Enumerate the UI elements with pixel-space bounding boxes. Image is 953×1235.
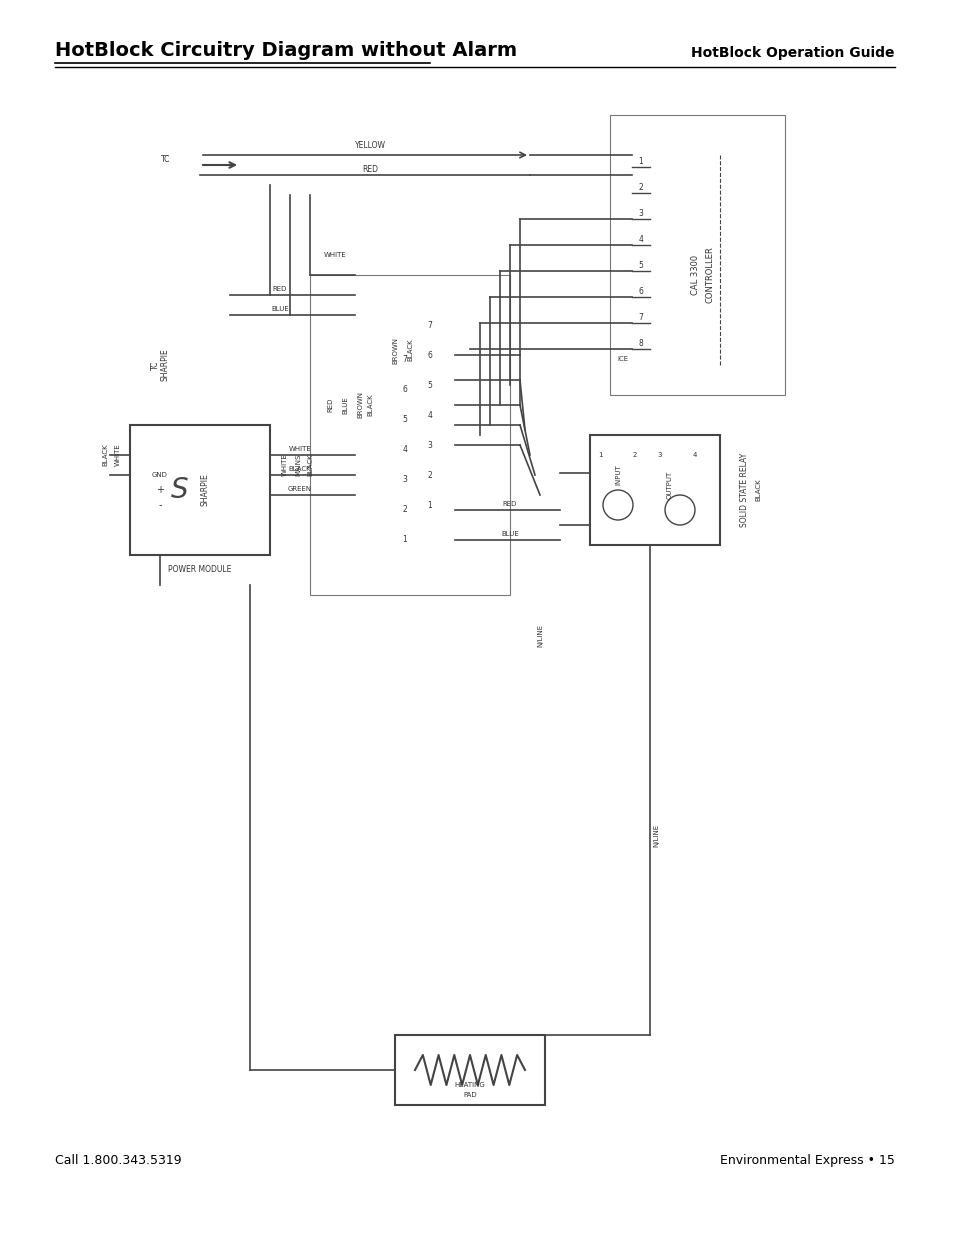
Text: TC: TC [151,361,159,369]
Text: 4: 4 [402,446,407,454]
Text: 1: 1 [638,158,642,167]
Text: RED: RED [327,398,333,412]
Text: 5: 5 [638,262,642,270]
Text: 5: 5 [427,380,432,389]
Text: BROWN: BROWN [356,391,363,419]
Text: 3: 3 [657,452,661,458]
Text: 1: 1 [598,452,601,458]
Text: 7: 7 [402,356,407,364]
Text: 3: 3 [402,475,407,484]
Text: N/LINE: N/LINE [652,824,659,846]
Text: 6: 6 [402,385,407,394]
Text: SOLID STATE RELAY: SOLID STATE RELAY [740,453,749,527]
Text: 2: 2 [632,452,637,458]
Text: 6: 6 [638,288,642,296]
Text: Call 1.800.343.5319: Call 1.800.343.5319 [55,1153,181,1167]
Text: YELLOW: YELLOW [355,141,385,149]
Text: BROWN: BROWN [392,336,397,363]
Text: BLACK: BLACK [289,466,311,472]
Text: -: - [158,500,162,510]
Text: 8: 8 [638,340,642,348]
Text: BLACK: BLACK [367,394,373,416]
Text: CONTROLLER: CONTROLLER [705,247,714,304]
Text: SHARPIE: SHARPIE [200,474,210,506]
Text: BLACK: BLACK [407,338,413,362]
Text: 4: 4 [638,236,642,245]
Text: TC: TC [160,156,170,164]
Text: BLACK: BLACK [102,443,108,467]
Text: INPUT: INPUT [615,464,620,485]
Bar [130,425,270,555]
Bar [631,156,761,366]
Text: POWER MODULE: POWER MODULE [168,566,232,574]
Text: OUTPUT: OUTPUT [666,471,672,499]
Text: SHARPIE: SHARPIE [160,348,170,382]
Text: BLUE: BLUE [500,531,518,537]
Text: N/LINE: N/LINE [537,624,542,647]
Text: WHITE: WHITE [115,443,121,467]
Text: WHITE: WHITE [289,446,311,452]
Text: PAD: PAD [463,1092,476,1098]
Text: MAINS: MAINS [294,453,301,477]
Text: Environmental Express • 15: Environmental Express • 15 [720,1153,894,1167]
Text: 5: 5 [402,415,407,425]
Text: HEATING: HEATING [455,1082,485,1088]
Text: 3: 3 [638,210,642,219]
Text: S: S [171,475,189,504]
Text: GND: GND [152,472,168,478]
Bar [609,115,784,395]
Text: GREEN: GREEN [288,487,312,492]
Text: BLUE: BLUE [341,396,348,414]
Text: 2: 2 [402,505,407,515]
Text: ICE: ICE [617,356,628,362]
Text: HotBlock Operation Guide: HotBlock Operation Guide [691,46,894,61]
Text: WHITE: WHITE [282,453,288,477]
Text: 7: 7 [638,314,642,322]
Text: 6: 6 [427,351,432,359]
Text: 7: 7 [427,321,432,330]
Text: RED: RED [502,501,517,508]
Bar [395,1035,544,1105]
Text: 1: 1 [402,536,407,545]
Text: RED: RED [361,164,377,173]
Text: WHITE: WHITE [323,252,346,258]
Text: 1: 1 [427,500,432,510]
Bar [355,335,455,555]
Text: BLACK: BLACK [307,453,313,477]
Text: +: + [156,485,164,495]
Text: 4: 4 [692,452,697,458]
Text: BLUE: BLUE [271,306,289,312]
Text: 4: 4 [427,410,432,420]
Text: 2: 2 [638,184,642,193]
Text: 3: 3 [427,441,432,450]
Text: BLACK: BLACK [754,479,760,501]
Bar [589,435,720,545]
Bar [310,275,510,595]
Text: CAL 3300: CAL 3300 [691,254,700,295]
Text: RED: RED [273,287,287,291]
Text: 2: 2 [427,471,432,479]
Text: HotBlock Circuitry Diagram without Alarm: HotBlock Circuitry Diagram without Alarm [55,41,517,61]
